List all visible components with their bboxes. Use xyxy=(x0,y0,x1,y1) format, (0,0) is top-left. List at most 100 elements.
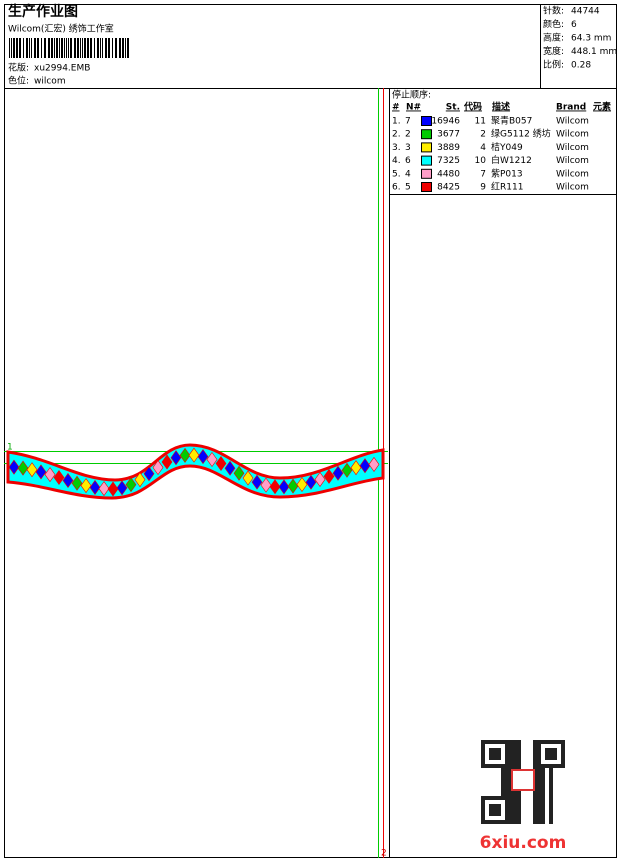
qr-cell xyxy=(541,764,545,768)
qr-cell xyxy=(537,792,541,796)
diamond xyxy=(368,456,380,472)
qr-cell xyxy=(549,764,553,768)
qr-cell xyxy=(537,816,541,820)
qr-cell xyxy=(481,748,485,752)
qr-cell xyxy=(505,780,509,784)
qr-cell xyxy=(509,804,513,808)
qr-cell xyxy=(509,816,513,820)
qr-cell xyxy=(561,748,565,752)
qr-cell xyxy=(509,740,513,744)
bar xyxy=(74,38,76,58)
diamond xyxy=(242,470,254,486)
stitches: 4480 xyxy=(437,169,460,179)
diamond xyxy=(215,455,227,472)
bar xyxy=(13,38,15,58)
qr-cell xyxy=(509,820,513,824)
qr-cell xyxy=(549,768,553,772)
diamond xyxy=(170,450,182,466)
qr-cell xyxy=(537,808,541,812)
qr-cell xyxy=(501,796,505,800)
qr-cell xyxy=(481,808,485,812)
stat-value: 448.1 mm xyxy=(571,47,617,57)
needle: 6 xyxy=(405,156,411,166)
qr-cell xyxy=(537,764,541,768)
brand: Wilcom xyxy=(556,156,589,166)
code: 10 xyxy=(475,156,487,166)
bar xyxy=(41,38,42,58)
qr-cell xyxy=(489,752,493,756)
bar xyxy=(64,38,65,58)
diamond xyxy=(116,480,128,496)
title: 生产作业图 xyxy=(8,3,78,20)
qr-cell xyxy=(505,772,509,776)
bar xyxy=(105,38,107,58)
qr-cell xyxy=(549,784,553,788)
stitches: 16946 xyxy=(431,117,460,127)
qr-cell xyxy=(517,820,521,824)
qr-cell xyxy=(545,740,549,744)
column-header: 描述 xyxy=(492,101,510,113)
qr-cell xyxy=(481,764,485,768)
qr-cell xyxy=(541,804,545,808)
qr-cell xyxy=(493,820,497,824)
qr-cell xyxy=(509,792,513,796)
qr-cell xyxy=(517,748,521,752)
color-swatch xyxy=(421,168,432,179)
qr-cell xyxy=(509,796,513,800)
diamond xyxy=(134,472,146,488)
qr-cell xyxy=(561,744,565,748)
qr-cell xyxy=(497,796,501,800)
qr-cell xyxy=(533,744,537,748)
qr-cell xyxy=(501,772,505,776)
qr-cell xyxy=(545,756,549,760)
qr-cell xyxy=(549,796,553,800)
qr-cell xyxy=(489,748,493,752)
qr-cell xyxy=(541,788,545,792)
column-header: Brand xyxy=(556,103,586,113)
qr-cell xyxy=(497,764,501,768)
bar xyxy=(82,38,83,58)
qr-cell xyxy=(493,796,497,800)
bar xyxy=(119,38,121,58)
color-swatch xyxy=(421,182,432,192)
qr-cell xyxy=(517,812,521,816)
qr-cell xyxy=(489,796,493,800)
qr-cell xyxy=(505,776,509,780)
diamond xyxy=(269,479,281,495)
needle: 7 xyxy=(405,117,411,127)
qr-cell xyxy=(501,792,505,796)
brand: Wilcom xyxy=(556,143,589,153)
bar xyxy=(94,38,95,58)
diamond xyxy=(8,459,20,475)
stitches: 7325 xyxy=(437,156,460,166)
bar xyxy=(51,38,53,58)
qr-cell xyxy=(513,744,517,748)
qr-cell xyxy=(557,740,561,744)
qr-cell xyxy=(497,804,501,808)
qr-cell xyxy=(489,756,493,760)
diamond xyxy=(278,479,290,495)
code: 2 xyxy=(480,130,486,140)
qr-cell xyxy=(489,804,493,808)
qr-cell xyxy=(537,748,541,752)
bar xyxy=(37,38,39,58)
description: 聚青B057 xyxy=(491,115,532,127)
qr-cell xyxy=(517,756,521,760)
stitches: 3889 xyxy=(437,143,460,153)
qr-cell xyxy=(481,740,485,744)
qr-cell xyxy=(541,796,545,800)
qr-cell xyxy=(517,760,521,764)
qr-cell xyxy=(505,804,509,808)
qr-logo xyxy=(511,769,535,791)
qr-cell xyxy=(481,760,485,764)
bar xyxy=(68,38,69,58)
qr-cell xyxy=(513,748,517,752)
bar xyxy=(97,38,99,58)
qr-cell xyxy=(545,752,549,756)
watermark: 6xiu.com xyxy=(480,833,567,853)
qr-cell xyxy=(501,764,505,768)
diamond xyxy=(71,475,83,491)
qr-cell xyxy=(481,744,485,748)
qr-cell xyxy=(497,820,501,824)
qr-cell xyxy=(553,756,557,760)
